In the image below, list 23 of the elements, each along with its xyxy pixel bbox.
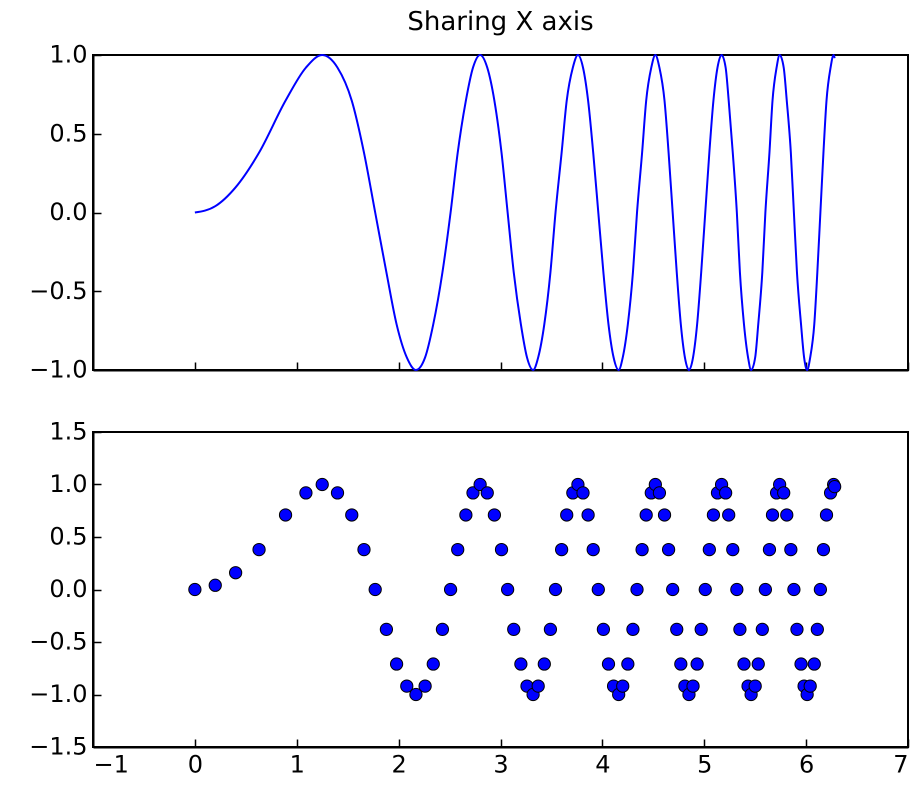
x-tick-label: 0 — [188, 750, 204, 778]
y-tick-label: 0.5 — [49, 522, 88, 550]
y-tick-label: 0.5 — [49, 119, 88, 148]
chart-title: Sharing X axis — [407, 7, 594, 37]
x-tick-label: 5 — [697, 750, 712, 778]
y-tick-label: 1.0 — [49, 470, 88, 498]
y-tick-label: 1.5 — [49, 418, 88, 446]
y-tick-label: −1.5 — [29, 732, 88, 760]
x-tick-label: 4 — [595, 750, 611, 778]
x-tick-label: 6 — [798, 750, 814, 778]
x-tick-label: −1 — [94, 750, 129, 778]
y-tick-label: 0.0 — [49, 198, 88, 226]
y-tick-label: 1.0 — [49, 40, 88, 68]
y-tick-label: −1.0 — [29, 680, 88, 708]
x-tick-label: 1 — [290, 750, 305, 778]
x-tick-label: 7 — [893, 750, 908, 778]
line-series — [194, 54, 836, 371]
y-tick-label: 0.0 — [49, 575, 88, 603]
y-tick-label: −1.0 — [29, 356, 88, 384]
y-tick-label: −0.5 — [29, 628, 88, 656]
y-tick-label: −0.5 — [29, 276, 88, 305]
x-tick-label: 2 — [391, 750, 407, 778]
x-tick-label: 3 — [493, 750, 509, 778]
